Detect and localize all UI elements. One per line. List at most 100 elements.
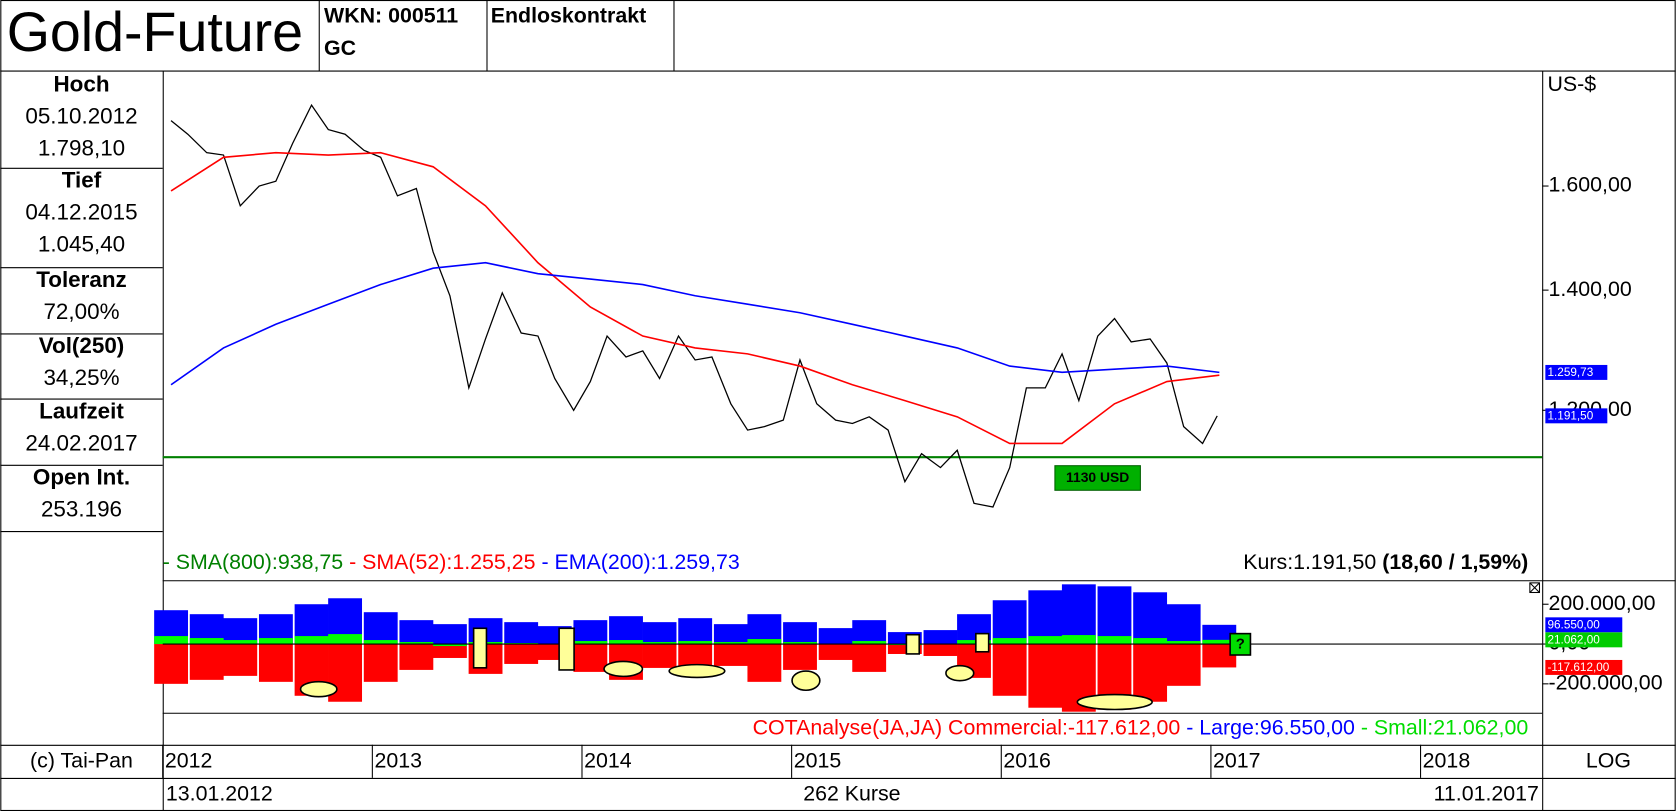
legend-entry: - EMA(200):1.259,73 (536, 550, 740, 574)
signal-marker (668, 663, 726, 679)
wkn: WKN: 000511 (324, 4, 458, 28)
signal-marker (945, 664, 975, 682)
cot-bar (432, 644, 467, 658)
price-tag (1545, 659, 1623, 675)
x-tick-label: 2014 (584, 748, 632, 772)
cot-bar (294, 636, 329, 645)
cot-bar (363, 640, 398, 645)
signal-marker (1076, 693, 1153, 711)
price-tag (1545, 617, 1623, 633)
price-tag-label: 21.062,00 (1547, 633, 1600, 646)
cot-bar (923, 630, 958, 645)
cot-bar (504, 622, 539, 645)
info-label: Hoch (53, 71, 109, 96)
legend-entry: - SMA(800):938,75 (163, 550, 343, 574)
x-tick-label: 2016 (1003, 748, 1051, 772)
cot-bar (573, 620, 608, 645)
signal-marker (975, 632, 990, 653)
cot-bar (154, 636, 189, 645)
cot-bar (818, 628, 853, 645)
cot-bar (223, 618, 258, 645)
cot-bar (852, 641, 887, 645)
cot-bar (399, 620, 434, 645)
cot-bar (363, 612, 398, 645)
legend-entry: COTAnalyse(JA,JA) Commercial:-117.612,00 (753, 715, 1181, 739)
price-tag-label: 1.191,50 (1547, 409, 1593, 422)
cot-bar (1166, 644, 1201, 686)
info-value: 253.196 (41, 497, 122, 522)
cot-bar (992, 638, 1027, 645)
cot-bar (258, 638, 293, 645)
x-tick-label: 2015 (794, 748, 842, 772)
info-value: 24.02.2017 (25, 430, 137, 455)
cot-bar (747, 614, 782, 645)
support-label: 1130 USD (1066, 469, 1129, 485)
cot-bar (609, 616, 643, 645)
price-tag-label: 1.259,73 (1547, 366, 1593, 379)
cot-bar (642, 622, 677, 645)
cot-bar (992, 644, 1027, 696)
info-label: Tief (62, 168, 102, 193)
legend: COTAnalyse(JA,JA) Commercial:-117.612,00… (753, 715, 1529, 739)
cot-bar (1133, 644, 1168, 702)
signal-marker (905, 633, 921, 655)
legend-entry: - SMA(52):1.255,25 (343, 550, 535, 574)
signal-marker (603, 660, 644, 678)
cot-bar (1133, 592, 1168, 645)
price-line (170, 103, 1218, 508)
scale-mode: LOG (1586, 748, 1631, 772)
signal-box (1229, 632, 1252, 656)
quote-price: Kurs:1.191,50 (1243, 550, 1382, 574)
cot-bar (713, 624, 748, 645)
signal-markers (299, 627, 1252, 711)
price-line (170, 151, 1220, 445)
cot-bar (1028, 590, 1063, 645)
info-value: 05.10.2012 (25, 103, 137, 128)
info-value: 04.12.2015 (25, 200, 137, 225)
plot-layer: Hoch 05.10.2012 1.798,10 Tief 04.12.2015 1.04… (0, 71, 1663, 778)
cot-bar (223, 640, 258, 645)
price-line (170, 261, 1220, 386)
cot-bar (328, 634, 363, 645)
cot-bar (363, 644, 398, 682)
cot-bar (852, 620, 887, 645)
info-value: 72,00% (43, 299, 119, 324)
bar-count: 262 Kurse (803, 782, 900, 806)
price-tag (1545, 632, 1623, 648)
quote-change: (18,60 / 1,59%) (1382, 550, 1528, 574)
x-tick-label: 2012 (165, 748, 213, 772)
title: Gold-Future (7, 1, 303, 63)
cot-bar (713, 644, 748, 666)
signal-marker (791, 670, 821, 692)
cot-bar (1202, 624, 1237, 645)
cot-bar (573, 641, 608, 645)
price-tag (1545, 408, 1608, 424)
price-tag-label: -117.612,00 (1547, 661, 1609, 674)
end-date: 11.01.2017 (1434, 782, 1539, 806)
cot-bar (678, 641, 713, 645)
cot-bar (923, 644, 958, 656)
cot-bar (1202, 639, 1237, 645)
cot-bar (783, 622, 817, 645)
cot-bar (189, 638, 224, 645)
cot-bar (678, 618, 713, 645)
cot-bar (957, 640, 991, 645)
signal-marker (299, 680, 338, 698)
cot-bar (747, 644, 782, 682)
cot-bar (1097, 586, 1132, 645)
signal-marker (558, 627, 575, 671)
cot-bar (504, 644, 539, 664)
x-tick-label: 2018 (1423, 748, 1471, 772)
cot-bar (1097, 636, 1132, 645)
quote: Kurs:1.191,50 (18,60 / 1,59%) (1243, 550, 1528, 574)
info-label: Vol(250) (39, 333, 125, 358)
info-label: Toleranz (36, 267, 127, 292)
copyright: (c) Tai-Pan (30, 748, 133, 772)
cot-bar (783, 644, 817, 670)
cot-bar (399, 642, 434, 645)
x-tick-label: 2013 (374, 748, 422, 772)
price-tag (1545, 364, 1608, 380)
info-label: Laufzeit (39, 398, 124, 423)
y-tick-label: 200.000,00 (1549, 591, 1656, 615)
